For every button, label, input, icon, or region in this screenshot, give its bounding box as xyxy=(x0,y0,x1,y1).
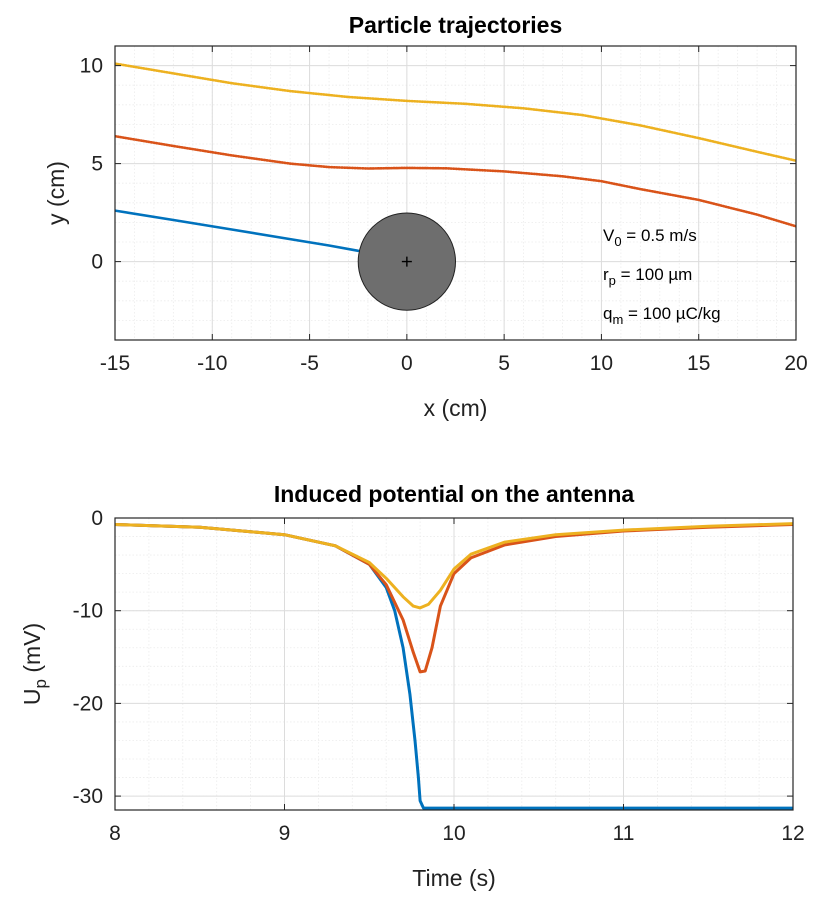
trajectory-chart: -15 -10 -5 0 5 10 15 20 0 5 10 Particle trajectori… xyxy=(43,12,808,421)
series-line-3 xyxy=(115,62,796,162)
annotation-v0: V0 = 0.5 m/s xyxy=(603,226,697,249)
y-tick-label: 0 xyxy=(91,507,103,530)
x-tick-label: -15 xyxy=(100,352,130,375)
series-line-3 xyxy=(115,522,793,610)
series-line-1 xyxy=(115,209,360,253)
y-tick-label: 10 xyxy=(80,55,103,78)
x-tick-label: 0 xyxy=(401,352,413,375)
y-tick-label: -10 xyxy=(73,600,103,623)
x-tick-label: 10 xyxy=(590,352,613,375)
y-tick-label: -30 xyxy=(73,785,103,808)
annotation-qm: qm = 100 µC/kg xyxy=(603,304,721,327)
parameter-annotations: V0 = 0.5 m/s rp = 100 µm qm = 100 µC/kg xyxy=(603,226,721,327)
x-tick-label: 12 xyxy=(781,822,804,845)
trajectory-series xyxy=(115,62,796,253)
x-tick-label: 9 xyxy=(279,822,291,845)
potential-series xyxy=(115,522,793,810)
potential-chart-title: Induced potential on the antenna xyxy=(274,481,635,507)
annotation-rp: rp = 100 µm xyxy=(603,265,692,288)
trajectory-x-axis-label: x (cm) xyxy=(424,395,488,421)
x-tick-label: 15 xyxy=(687,352,710,375)
trajectory-ticks: -15 -10 -5 0 5 10 15 20 0 5 10 xyxy=(80,46,808,375)
y-tick-label: 5 xyxy=(91,153,103,176)
series-line-2 xyxy=(115,134,796,228)
potential-ticks: 8 9 10 11 12 0 -10 -20 -30 xyxy=(73,507,805,845)
trajectory-axes-frame xyxy=(114,45,797,341)
trajectory-chart-title: Particle trajectories xyxy=(349,12,563,38)
x-tick-label: 10 xyxy=(442,822,465,845)
x-tick-label: 20 xyxy=(784,352,807,375)
x-tick-label: -5 xyxy=(300,352,319,375)
potential-y-axis-label: Up (mV) xyxy=(19,623,50,705)
potential-chart: 8 9 10 11 12 0 -10 -20 -30 Induced potential on … xyxy=(19,481,805,891)
y-tick-label: 0 xyxy=(91,251,103,274)
potential-x-axis-label: Time (s) xyxy=(412,865,495,891)
antenna-obstacle xyxy=(357,212,457,311)
trajectory-plot-area xyxy=(115,46,796,340)
x-tick-label: 8 xyxy=(109,822,121,845)
x-tick-label: 11 xyxy=(613,822,635,845)
antenna-center-marker xyxy=(401,256,412,267)
trajectory-y-axis-label: y (cm) xyxy=(43,161,69,225)
x-tick-label: 5 xyxy=(498,352,510,375)
x-tick-label: -10 xyxy=(197,352,227,375)
y-tick-label: -20 xyxy=(73,692,103,715)
